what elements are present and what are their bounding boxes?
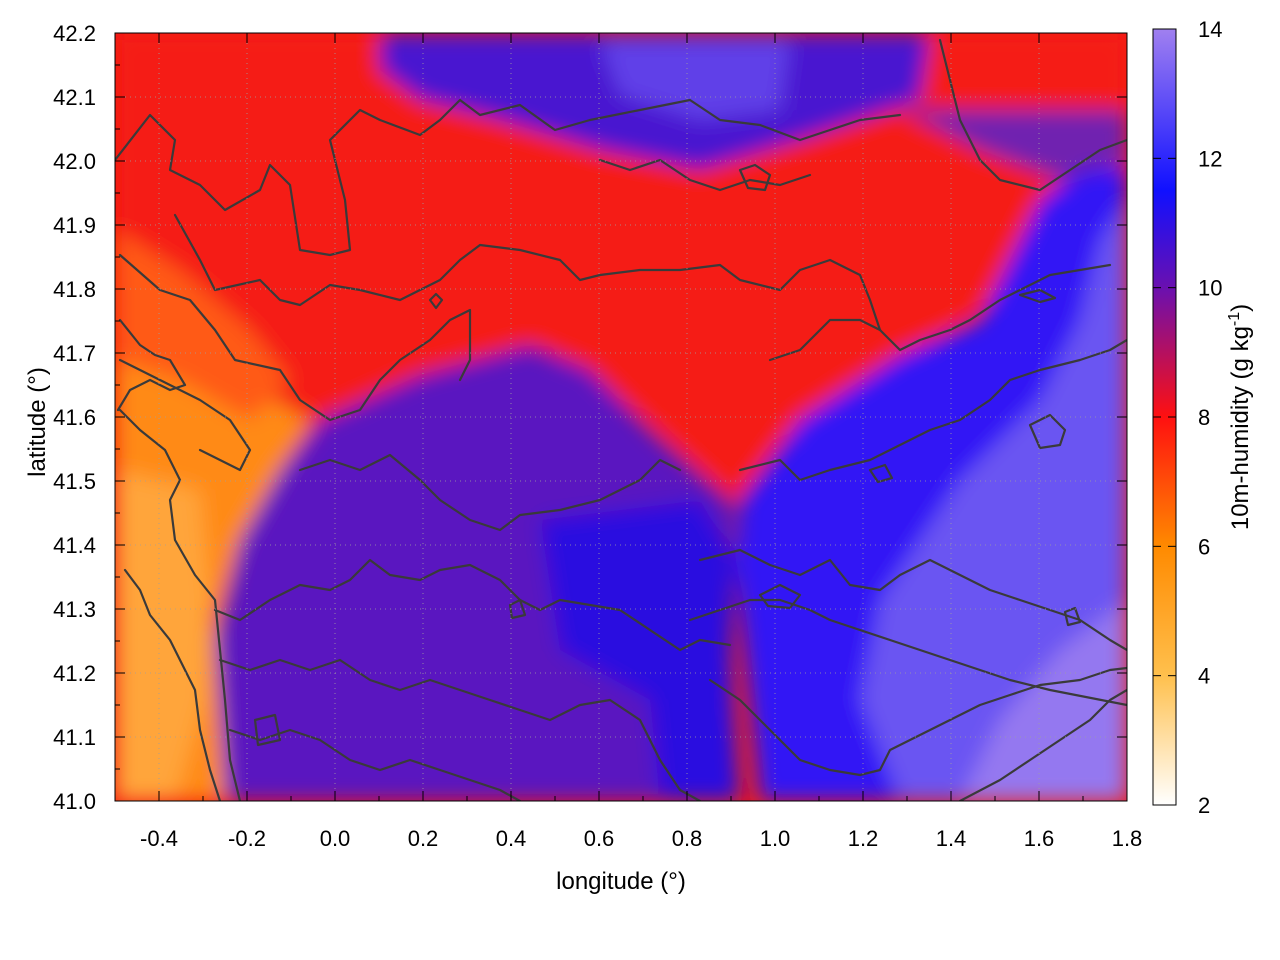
y-tick-label: 41.4: [53, 533, 96, 558]
contour-line: [688, 598, 1127, 707]
contour-line: [118, 253, 472, 422]
x-tick-label: 0.6: [584, 826, 615, 851]
contour-line: [213, 558, 732, 652]
region-north-ridge-peak: [600, 40, 790, 120]
y-tick-label: 42.2: [53, 21, 96, 46]
y-tick-label: 41.7: [53, 341, 96, 366]
contour-line: [298, 453, 682, 532]
y-tick-label: 41.2: [53, 661, 96, 686]
colorbar-tick-label: 2: [1198, 793, 1210, 818]
contour-line: [768, 263, 1112, 362]
contour-line: [173, 213, 882, 332]
region-north-warm: [115, 33, 1127, 801]
y-tick-label: 41.9: [53, 213, 96, 238]
x-tick-label: 0.2: [408, 826, 439, 851]
y-tick-label: 41.5: [53, 469, 96, 494]
grid-lines: [115, 33, 1127, 801]
contour-line: [598, 158, 812, 192]
colorbar: 2 4 6 8 10 12 14 10m-humidity (g kg-1): [1152, 17, 1254, 818]
region-nw-orange: [115, 230, 290, 420]
colorbar-label-main: 10m-humidity (g kg: [1227, 326, 1254, 530]
colorbar-ticks: 2 4 6 8 10 12 14: [1153, 17, 1222, 818]
x-tick-label: 1.6: [1024, 826, 1055, 851]
region-west-drier: [115, 470, 210, 801]
x-tick-label: 1.2: [848, 826, 879, 851]
x-tick-label: -0.4: [140, 826, 178, 851]
x-tick-label: 1.0: [760, 826, 791, 851]
y-tick-label: 42.0: [53, 149, 96, 174]
y-axis-label: latitude (°): [24, 367, 51, 477]
colorbar-tick-label: 12: [1198, 146, 1222, 171]
region-central-basin: [215, 345, 740, 801]
x-tick-label: 0.0: [320, 826, 351, 851]
contour-line: [938, 38, 1127, 192]
colorbar-tick-label: 14: [1198, 17, 1222, 42]
colorbar-tick-label: 6: [1198, 534, 1210, 559]
contour-line: [1063, 606, 1082, 627]
contour-line: [738, 163, 772, 192]
x-axis-label: longitude (°): [556, 868, 686, 895]
contour-line: [116, 318, 187, 412]
y-tick-label: 41.8: [53, 277, 96, 302]
y-tick-label: 41.6: [53, 405, 96, 430]
x-tick-label: -0.2: [228, 826, 266, 851]
colorbar-tick-label: 4: [1198, 664, 1210, 689]
colorbar-tick-label: 8: [1198, 405, 1210, 430]
contour-line: [738, 338, 1127, 482]
contour-line: [228, 728, 522, 801]
colorbar-label-superscript: -1: [1226, 312, 1243, 326]
contour-line: [1028, 413, 1067, 450]
contour-lines: [115, 38, 1127, 801]
contour-line: [118, 358, 252, 472]
contour-line: [253, 713, 282, 747]
y-tick-label: 41.0: [53, 789, 96, 814]
contour-line: [123, 568, 222, 801]
contour-line: [958, 688, 1127, 801]
x-tick-label: 1.4: [936, 826, 967, 851]
region-sea-far: [960, 600, 1127, 801]
region-central-moist-band: [540, 500, 740, 801]
contour-line: [118, 408, 242, 801]
x-tick-label: 0.4: [496, 826, 527, 851]
y-tick-label: 41.3: [53, 597, 96, 622]
x-tick-label: 1.8: [1112, 826, 1143, 851]
contour-line: [218, 658, 702, 801]
colorbar-tick-label: 10: [1198, 276, 1222, 301]
x-axis: -0.4 -0.2 0.0 0.2 0.4 0.6 0.8 1.0 1.2 1.4 1.6 1.8: [114, 33, 1143, 851]
contour-line: [708, 666, 1127, 777]
contour-line: [868, 463, 894, 484]
region-ne-band: [900, 110, 1127, 180]
contour-line: [115, 98, 902, 257]
x-tick-label: 0.8: [672, 826, 703, 851]
y-tick-label: 41.1: [53, 725, 96, 750]
y-axis: 41.0 41.1 41.2 41.3 41.4 41.5 41.6 41.7 41.8 41.9…: [53, 21, 1127, 814]
colorbar-label: 10m-humidity (g kg-1): [1226, 304, 1254, 530]
y-tick-label: 42.1: [53, 85, 96, 110]
contour-line: [758, 583, 802, 610]
contour-line: [428, 292, 444, 310]
colorbar-label-close: ): [1227, 304, 1254, 312]
contour-line: [1018, 288, 1057, 304]
